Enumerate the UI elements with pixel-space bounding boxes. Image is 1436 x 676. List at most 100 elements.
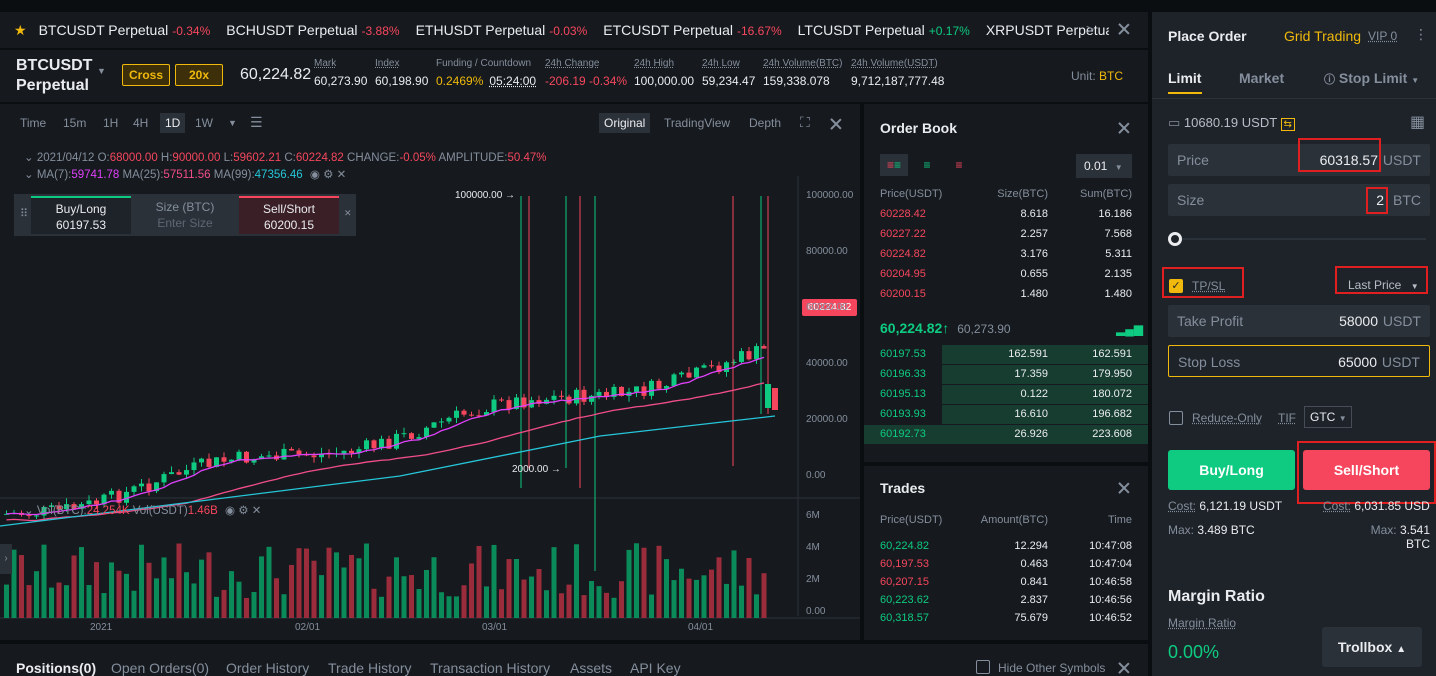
indicator-settings-icon[interactable]: ☰ — [250, 114, 263, 130]
fullscreen-icon[interactable]: ⛶ — [800, 114, 810, 130]
settings-icon[interactable]: ⚙ — [238, 505, 249, 517]
interval-1w[interactable]: 1W — [195, 116, 213, 130]
tab-api-key[interactable]: API Key — [630, 660, 681, 676]
reduce-only-checkbox[interactable] — [1169, 411, 1183, 425]
close-icon[interactable] — [1118, 482, 1130, 494]
interval-1h[interactable]: 1H — [103, 116, 119, 130]
settings-icon[interactable]: ⚙ — [323, 169, 334, 181]
ask-row[interactable]: 60227.22 2.257 7.568 — [880, 224, 1132, 244]
close-icon[interactable]: ✕ — [344, 208, 352, 218]
drag-handle-icon[interactable]: ⠿ — [20, 208, 29, 220]
interval-4h[interactable]: 4H — [133, 116, 149, 130]
interval-15m[interactable]: 15m — [63, 116, 87, 130]
tab-open-orders-0[interactable]: Open Orders(0) — [111, 660, 210, 676]
vip-level[interactable]: VIP 0 — [1368, 29, 1398, 43]
tab-market[interactable]: Market — [1239, 70, 1285, 86]
stop-loss-input[interactable]: Stop Loss 65000 USDT — [1168, 345, 1430, 377]
grid-trading-link[interactable]: Grid Trading — [1284, 28, 1362, 44]
ask-size: 2.257 — [1020, 228, 1048, 240]
size-input[interactable]: Size 2 BTC — [1168, 184, 1430, 216]
close-icon[interactable]: ✕ — [251, 505, 262, 517]
more-menu-icon[interactable]: ⋮ — [1414, 26, 1428, 42]
trigger-price-select[interactable]: Last Price ▼ — [1348, 278, 1419, 292]
ask-price: 60224.82 — [880, 248, 926, 260]
interval-time[interactable]: Time — [20, 116, 47, 130]
close-icon[interactable] — [1118, 23, 1130, 35]
book-view-both-icon[interactable]: ≡≡ — [880, 154, 908, 176]
eye-icon[interactable]: ◉ — [309, 169, 320, 181]
view-tradingview[interactable]: TradingView — [664, 116, 731, 130]
calculator-icon[interactable]: ▦ — [1410, 114, 1426, 131]
chevron-down-icon[interactable]: ▼ — [228, 118, 237, 128]
ticker-item[interactable]: ETCUSDT Perpetual -16.67% — [603, 22, 781, 38]
close-icon[interactable]: ✕ — [336, 169, 347, 181]
ask-row[interactable]: 60204.95 0.655 2.135 — [880, 264, 1132, 284]
bid-row[interactable]: 60193.93 16.610 196.682 — [880, 404, 1132, 424]
trade-row: 60,224.82 12.294 10:47:08 — [880, 536, 1132, 556]
bid-row[interactable]: 60192.73 26.926 223.608 — [880, 424, 1132, 444]
bid-row[interactable]: 60197.53 162.591 162.591 — [880, 344, 1132, 364]
slider-handle[interactable] — [1168, 232, 1182, 246]
ask-sum: 5.311 — [1105, 248, 1132, 260]
close-icon[interactable] — [1118, 662, 1130, 674]
symbol-selector[interactable]: BTCUSDT Perpetual — [16, 56, 92, 96]
stat-label: 24h High — [634, 58, 675, 69]
order-book-title: Order Book — [880, 120, 958, 136]
trollbox-button[interactable]: Trollbox ▲ — [1322, 627, 1422, 667]
bid-price: 60196.33 — [880, 368, 926, 380]
view-depth[interactable]: Depth — [749, 116, 782, 130]
leverage-button[interactable]: 20x — [175, 64, 223, 86]
interval-1d[interactable]: 1D — [160, 113, 186, 133]
tab-order-history[interactable]: Order History — [226, 660, 310, 676]
trade-amount: 2.837 — [1020, 594, 1048, 606]
quick-size-placeholder: Enter Size — [157, 216, 213, 230]
ticker-item[interactable]: ETHUSDT Perpetual -0.03% — [416, 22, 588, 38]
bid-row[interactable]: 60196.33 17.359 179.950 — [880, 364, 1132, 384]
bid-row[interactable]: 60195.13 0.122 180.072 — [880, 384, 1132, 404]
hide-other-symbols-checkbox[interactable] — [976, 660, 990, 674]
quick-size-input[interactable]: Size (BTC) Enter Size — [135, 196, 235, 234]
chevron-down-icon[interactable]: ⌄ — [24, 152, 34, 164]
quick-sell-button[interactable]: Sell/Short 60200.15 — [239, 196, 339, 234]
ask-row[interactable]: 60228.42 8.618 16.186 — [880, 204, 1132, 224]
close-icon[interactable] — [830, 118, 842, 130]
sidebar-expand-handle[interactable]: › — [0, 544, 12, 574]
candlestick-chart[interactable] — [0, 176, 860, 640]
star-icon[interactable]: ★ — [14, 21, 27, 38]
tab-stop-limit[interactable]: ⓘ Stop Limit ▼ — [1324, 70, 1420, 86]
buy-long-button[interactable]: Buy/Long — [1168, 450, 1295, 490]
tab-limit[interactable]: Limit — [1168, 70, 1202, 86]
precision-value: 0.01 — [1084, 159, 1108, 173]
size-slider[interactable] — [1168, 232, 1428, 246]
time-axis-label: 2021 — [90, 622, 113, 633]
ask-row[interactable]: 60200.15 1.480 1.480 — [880, 284, 1132, 304]
tab-positions-0[interactable]: Positions(0) — [16, 660, 97, 676]
tab-transaction-history[interactable]: Transaction History — [430, 660, 551, 676]
tif-select[interactable]: GTC ▼ — [1304, 406, 1352, 428]
ticker-item[interactable]: BCHUSDT Perpetual -3.88% — [226, 22, 399, 38]
chevron-right-icon[interactable]: > — [1086, 21, 1095, 37]
ask-row[interactable]: 60224.82 3.176 5.311 — [880, 244, 1132, 264]
open-value: 68000.00 — [109, 152, 158, 164]
transfer-icon[interactable]: ⇆ — [1280, 118, 1295, 131]
margin-mode-button[interactable]: Cross — [122, 64, 170, 86]
take-profit-input[interactable]: Take Profit 58000 USDT — [1168, 305, 1430, 337]
chevron-down-icon[interactable]: ▼ — [97, 66, 106, 76]
book-view-bids-icon[interactable]: ≡ — [923, 158, 931, 172]
book-view-asks-icon[interactable]: ≡ — [955, 158, 963, 172]
signal-bars-icon[interactable]: ▂▄▆ — [1116, 322, 1143, 336]
eye-icon[interactable]: ◉ — [224, 505, 236, 517]
tab-trade-history[interactable]: Trade History — [328, 660, 412, 676]
sell-short-button[interactable]: Sell/Short — [1303, 450, 1430, 490]
ticker-item[interactable]: LTCUSDT Perpetual +0.17% — [798, 22, 970, 38]
ticker-item[interactable]: XRPUSDT Perpetual — [986, 22, 1109, 38]
current-price-tag: 60224.82 — [802, 299, 857, 316]
close-icon[interactable] — [1118, 122, 1130, 134]
tab-assets[interactable]: Assets — [570, 660, 613, 676]
ticker-item[interactable]: BTCUSDT Perpetual -0.34% — [39, 22, 211, 38]
tpsl-checkbox[interactable]: ✓ — [1169, 279, 1183, 293]
market-header: BTCUSDT Perpetual ▼ Cross 20x 60,224.82 … — [0, 50, 1148, 102]
view-original[interactable]: Original — [599, 113, 651, 133]
quick-buy-button[interactable]: Buy/Long 60197.53 — [31, 196, 131, 234]
precision-select[interactable]: 0.01 ▼ — [1076, 154, 1132, 178]
